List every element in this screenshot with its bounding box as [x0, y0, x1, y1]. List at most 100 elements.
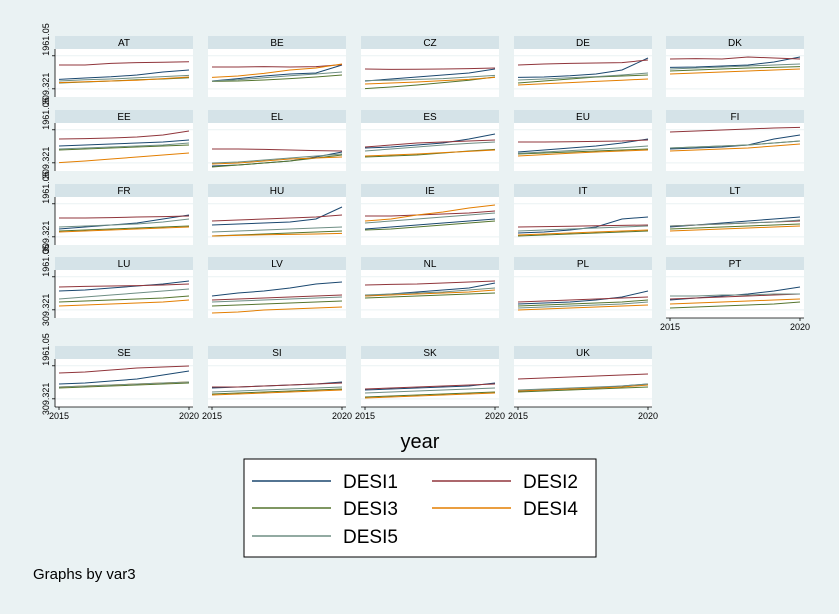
- series-line-desi5: [364, 141, 496, 152]
- series-line-desi5: [670, 293, 800, 297]
- panel-header: [208, 257, 346, 270]
- x-tick-label: 2020: [638, 411, 658, 421]
- panel-title: IT: [579, 186, 588, 197]
- y-tick-label: 1961.05: [41, 23, 51, 56]
- series-line-desi1: [211, 281, 343, 297]
- series-line-desi4: [517, 304, 649, 311]
- series-line-desi2: [211, 214, 343, 222]
- x-tick-label: 2020: [790, 322, 810, 332]
- series-line-desi2: [212, 382, 343, 388]
- series-line-desi3: [669, 223, 801, 230]
- panel-es: ES: [361, 110, 499, 171]
- series-line-desi2: [364, 383, 496, 390]
- series-line-desi1: [517, 290, 649, 305]
- x-tick-label: 2015: [508, 411, 528, 421]
- series-line-desi2: [517, 373, 649, 380]
- series-line-desi4: [364, 289, 496, 297]
- y-tick-label: 309.321: [41, 383, 51, 416]
- panel-be: BE: [208, 36, 346, 97]
- panel-it: IT: [514, 184, 652, 245]
- panel-title: NL: [424, 259, 437, 270]
- series-line-desi5: [58, 381, 190, 388]
- legend-label: DESI3: [343, 499, 398, 520]
- panel-header: [514, 110, 652, 123]
- y-tick-label: 309.321: [41, 294, 51, 327]
- series-line-desi2: [59, 215, 190, 219]
- panel-nl: NL: [361, 257, 499, 318]
- panel-ee: EE 309.321 1961.05: [41, 97, 193, 179]
- series-line-desi4: [517, 229, 649, 236]
- series-line-desi2: [669, 126, 801, 133]
- panel-title: AT: [118, 38, 130, 49]
- y-tick-label: 1961.05: [41, 97, 51, 130]
- series-line-desi1: [58, 139, 190, 147]
- series-line-desi5: [669, 219, 801, 227]
- panel-header: [55, 36, 193, 49]
- x-tick-label: 2015: [660, 322, 680, 332]
- series-line-desi2: [59, 61, 190, 66]
- series-line-desi4: [669, 225, 801, 232]
- panel-title: LV: [271, 259, 283, 270]
- y-tick-label: 1961.05: [41, 171, 51, 204]
- panel-title: BE: [270, 38, 284, 49]
- series-line-desi2: [364, 280, 496, 286]
- series-line-desi4: [669, 298, 801, 305]
- series-line-desi5: [58, 218, 190, 228]
- panel-title: FI: [731, 112, 740, 123]
- panel-uk: UK 2015 2020: [508, 346, 658, 421]
- panel-header: [55, 346, 193, 359]
- series-line-desi5: [364, 387, 496, 394]
- panel-header: [666, 184, 804, 197]
- legend-label: DESI2: [523, 472, 578, 493]
- series-line-desi2: [364, 67, 496, 70]
- series-line-desi4: [669, 143, 801, 152]
- series-line-desi1: [58, 280, 190, 292]
- legend-item-desi5: DESI5: [252, 527, 398, 548]
- series-line-desi5: [211, 71, 343, 82]
- series-line-desi3: [517, 230, 649, 237]
- panel-title: EL: [271, 112, 284, 123]
- series-line-desi3: [58, 225, 190, 232]
- series-line-desi3: [58, 144, 190, 151]
- series-line-desi2: [58, 283, 190, 288]
- panel-header: [208, 346, 346, 359]
- series-line-desi4: [211, 232, 343, 237]
- series-line-desi1: [364, 68, 496, 82]
- y-tick-label: 309.321: [41, 147, 51, 180]
- series-line-desi4: [517, 78, 649, 86]
- legend-item-desi2: DESI2: [432, 472, 578, 493]
- panel-title: SI: [272, 348, 281, 359]
- series-line-desi5: [211, 386, 343, 393]
- x-tick-label: 2015: [202, 411, 222, 421]
- series-line-desi2: [212, 148, 343, 152]
- series-line-desi2: [365, 210, 496, 217]
- panel-title: UK: [576, 348, 590, 359]
- legend-label: DESI1: [343, 472, 398, 493]
- series-line-desi5: [517, 145, 649, 154]
- x-tick-label: 2020: [332, 411, 352, 421]
- series-line-desi2: [517, 59, 649, 66]
- panel-lt: LT: [666, 184, 804, 245]
- panel-header: [361, 257, 499, 270]
- y-tick-label: 1961.05: [41, 333, 51, 366]
- panel-sk: SK 2015 2020: [355, 346, 505, 421]
- series-line-desi2: [517, 296, 649, 303]
- series-line-desi2: [211, 294, 343, 301]
- panel-header: [208, 184, 346, 197]
- series-line-desi3: [517, 148, 649, 155]
- series-line-desi5: [669, 63, 801, 70]
- series-line-desi3: [364, 292, 496, 299]
- series-line-desi5: [211, 153, 343, 164]
- series-line-desi4: [517, 384, 649, 392]
- series-line-desi3: [211, 388, 343, 395]
- series-line-desi5: [517, 72, 649, 81]
- series-line-desi4: [669, 68, 801, 75]
- panel-el: EL: [208, 110, 346, 171]
- series-line-desi4: [211, 63, 343, 78]
- series-line-desi3: [517, 386, 649, 393]
- legend: DESI1 DESI2 DESI3 DESI4 DESI5: [252, 472, 578, 548]
- panel-header: [361, 110, 499, 123]
- panel-header: [514, 257, 652, 270]
- series-line-desi5: [58, 288, 190, 300]
